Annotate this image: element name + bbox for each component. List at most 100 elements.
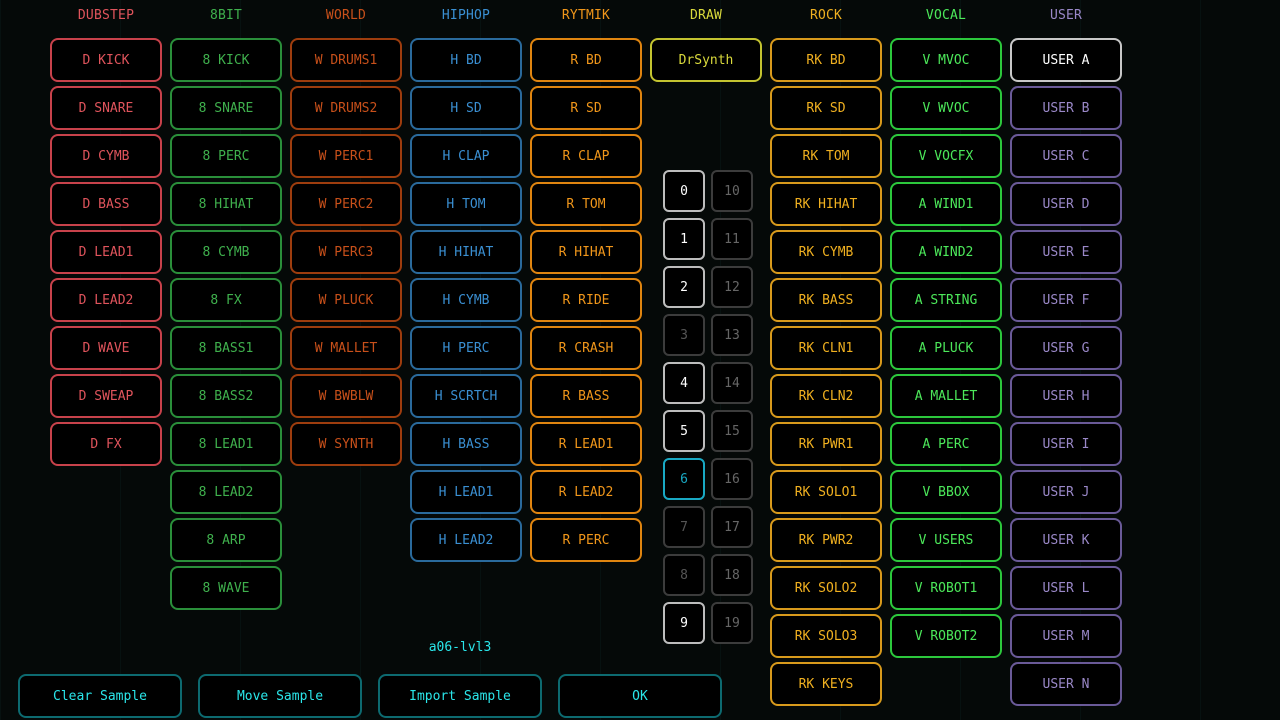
slot-button[interactable]: 4 [663, 362, 705, 404]
sample-button[interactable]: 8 FX [170, 278, 282, 322]
slot-button[interactable]: 9 [663, 602, 705, 644]
sample-button[interactable]: R LEAD2 [530, 470, 642, 514]
sample-button[interactable]: RK SOLO1 [770, 470, 882, 514]
sample-button[interactable]: R BASS [530, 374, 642, 418]
sample-button[interactable]: A STRING [890, 278, 1002, 322]
slot-button[interactable]: 7 [663, 506, 705, 548]
sample-button[interactable]: D KICK [50, 38, 162, 82]
sample-button[interactable]: D SNARE [50, 86, 162, 130]
sample-button[interactable]: H HIHAT [410, 230, 522, 274]
sample-button[interactable]: H SD [410, 86, 522, 130]
sample-button[interactable]: R PERC [530, 518, 642, 562]
sample-button[interactable]: V ROBOT1 [890, 566, 1002, 610]
sample-button[interactable]: RK SOLO2 [770, 566, 882, 610]
sample-button[interactable]: H CLAP [410, 134, 522, 178]
sample-button[interactable]: USER N [1010, 662, 1122, 706]
sample-button[interactable]: W DRUMS2 [290, 86, 402, 130]
slot-button[interactable]: 3 [663, 314, 705, 356]
sample-button[interactable]: 8 WAVE [170, 566, 282, 610]
sample-button[interactable]: 8 KICK [170, 38, 282, 82]
sample-button[interactable]: R SD [530, 86, 642, 130]
sample-button[interactable]: R BD [530, 38, 642, 82]
sample-button[interactable]: 8 HIHAT [170, 182, 282, 226]
sample-button[interactable]: D SWEAP [50, 374, 162, 418]
sample-button[interactable]: RK CLN2 [770, 374, 882, 418]
slot-button[interactable]: 6 [663, 458, 705, 500]
slot-button[interactable]: 8 [663, 554, 705, 596]
sample-button[interactable]: 8 LEAD2 [170, 470, 282, 514]
sample-button[interactable]: R LEAD1 [530, 422, 642, 466]
sample-button[interactable]: D BASS [50, 182, 162, 226]
sample-button[interactable]: USER C [1010, 134, 1122, 178]
sample-button[interactable]: D FX [50, 422, 162, 466]
slot-button[interactable]: 17 [711, 506, 753, 548]
sample-button[interactable]: 8 CYMB [170, 230, 282, 274]
sample-button[interactable]: D CYMB [50, 134, 162, 178]
sample-button[interactable]: H BD [410, 38, 522, 82]
sample-button[interactable]: A WIND2 [890, 230, 1002, 274]
sample-button[interactable]: RK CYMB [770, 230, 882, 274]
sample-button[interactable]: R CRASH [530, 326, 642, 370]
ok-button[interactable]: OK [558, 674, 722, 718]
slot-button[interactable]: 10 [711, 170, 753, 212]
slot-button[interactable]: 13 [711, 314, 753, 356]
slot-button[interactable]: 2 [663, 266, 705, 308]
sample-button[interactable]: 8 LEAD1 [170, 422, 282, 466]
sample-button[interactable]: W PLUCK [290, 278, 402, 322]
sample-button[interactable]: H TOM [410, 182, 522, 226]
sample-button[interactable]: H PERC [410, 326, 522, 370]
sample-button[interactable]: RK SOLO3 [770, 614, 882, 658]
sample-button[interactable]: W PERC1 [290, 134, 402, 178]
sample-button[interactable]: V USERS [890, 518, 1002, 562]
slot-button[interactable]: 19 [711, 602, 753, 644]
sample-button[interactable]: USER A [1010, 38, 1122, 82]
sample-button[interactable]: H BASS [410, 422, 522, 466]
sample-button[interactable]: V WVOC [890, 86, 1002, 130]
sample-button[interactable]: D WAVE [50, 326, 162, 370]
sample-button[interactable]: RK BD [770, 38, 882, 82]
sample-button[interactable]: 8 SNARE [170, 86, 282, 130]
sample-button[interactable]: W PERC3 [290, 230, 402, 274]
sample-button[interactable]: USER F [1010, 278, 1122, 322]
sample-button[interactable]: USER B [1010, 86, 1122, 130]
sample-button[interactable]: W DRUMS1 [290, 38, 402, 82]
sample-button[interactable]: W MALLET [290, 326, 402, 370]
sample-button[interactable]: RK HIHAT [770, 182, 882, 226]
sample-button[interactable]: D LEAD1 [50, 230, 162, 274]
sample-button[interactable]: DrSynth [650, 38, 762, 82]
slot-button[interactable]: 14 [711, 362, 753, 404]
sample-button[interactable]: H CYMB [410, 278, 522, 322]
sample-button[interactable]: 8 PERC [170, 134, 282, 178]
import-sample-button[interactable]: Import Sample [378, 674, 542, 718]
sample-button[interactable]: H SCRTCH [410, 374, 522, 418]
sample-button[interactable]: RK TOM [770, 134, 882, 178]
sample-button[interactable]: USER J [1010, 470, 1122, 514]
sample-button[interactable]: R RIDE [530, 278, 642, 322]
sample-button[interactable]: W SYNTH [290, 422, 402, 466]
sample-button[interactable]: USER H [1010, 374, 1122, 418]
sample-button[interactable]: RK CLN1 [770, 326, 882, 370]
sample-button[interactable]: A WIND1 [890, 182, 1002, 226]
sample-button[interactable]: V MVOC [890, 38, 1002, 82]
slot-button[interactable]: 12 [711, 266, 753, 308]
sample-button[interactable]: USER K [1010, 518, 1122, 562]
sample-button[interactable]: RK SD [770, 86, 882, 130]
sample-button[interactable]: USER D [1010, 182, 1122, 226]
sample-button[interactable]: D LEAD2 [50, 278, 162, 322]
sample-button[interactable]: V BBOX [890, 470, 1002, 514]
sample-button[interactable]: RK BASS [770, 278, 882, 322]
sample-button[interactable]: USER L [1010, 566, 1122, 610]
sample-button[interactable]: USER G [1010, 326, 1122, 370]
sample-button[interactable]: USER I [1010, 422, 1122, 466]
sample-button[interactable]: A PLUCK [890, 326, 1002, 370]
slot-button[interactable]: 18 [711, 554, 753, 596]
slot-button[interactable]: 15 [711, 410, 753, 452]
slot-button[interactable]: 16 [711, 458, 753, 500]
sample-button[interactable]: V VOCFX [890, 134, 1002, 178]
move-sample-button[interactable]: Move Sample [198, 674, 362, 718]
sample-button[interactable]: V ROBOT2 [890, 614, 1002, 658]
sample-button[interactable]: USER M [1010, 614, 1122, 658]
sample-button[interactable]: R HIHAT [530, 230, 642, 274]
sample-button[interactable]: R TOM [530, 182, 642, 226]
sample-button[interactable]: R CLAP [530, 134, 642, 178]
